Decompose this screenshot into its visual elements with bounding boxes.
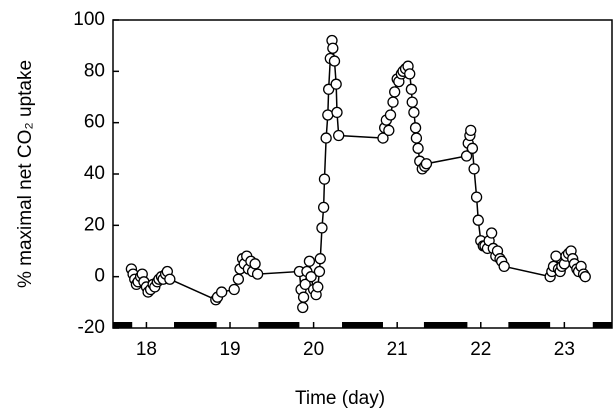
- plot-frame: [112, 19, 613, 329]
- data-point: [498, 260, 510, 273]
- dark-period: [423, 322, 468, 328]
- data-point: [216, 286, 228, 298]
- dark-period: [174, 322, 217, 328]
- data-point: [409, 122, 422, 134]
- data-point: [410, 132, 423, 144]
- data-point: [406, 96, 418, 108]
- data-point: [460, 150, 473, 162]
- data-point: [485, 227, 498, 239]
- data-point: [314, 253, 326, 265]
- data-point: [466, 142, 479, 154]
- y-tick-label: 80: [84, 60, 105, 81]
- data-point: [412, 142, 424, 154]
- data-point: [384, 109, 397, 121]
- data-point: [318, 173, 331, 185]
- data-point: [465, 124, 477, 137]
- x-tick-label: 21: [387, 339, 408, 360]
- data-point: [164, 273, 176, 285]
- x-tick-label: 23: [554, 339, 575, 360]
- data-point: [331, 106, 343, 119]
- dark-period: [508, 322, 551, 328]
- data-point: [317, 201, 330, 214]
- data-point: [468, 163, 480, 175]
- data-point: [249, 258, 261, 270]
- data-point: [405, 83, 418, 95]
- x-tick-label: 19: [219, 339, 240, 360]
- data-point: [579, 271, 591, 283]
- y-tick-label: 100: [73, 9, 105, 30]
- y-tick-label: 40: [84, 163, 105, 184]
- data-point: [333, 129, 345, 142]
- data-point: [408, 106, 420, 119]
- data-point: [550, 250, 562, 262]
- data-point: [251, 268, 264, 280]
- data-point: [297, 301, 309, 314]
- data-point: [470, 191, 483, 203]
- data-point: [322, 83, 335, 95]
- y-tick-label: 20: [84, 214, 105, 235]
- dark-period: [258, 322, 300, 328]
- x-tick-label: 18: [136, 339, 157, 360]
- data-point: [228, 283, 240, 296]
- data-point: [330, 78, 342, 90]
- y-tick-label: 0: [94, 266, 105, 287]
- data-point: [299, 278, 311, 291]
- data-point: [313, 265, 326, 278]
- y-tick-label: -20: [78, 317, 105, 338]
- dark-period: [113, 322, 133, 328]
- data-point: [297, 291, 310, 303]
- data-point: [472, 214, 484, 226]
- data-point: [420, 158, 433, 170]
- data-point: [387, 96, 399, 108]
- data-point: [305, 271, 317, 283]
- dark-period: [342, 322, 383, 328]
- x-tick-label: 20: [303, 339, 324, 360]
- data-point: [389, 86, 401, 98]
- data-point: [232, 273, 245, 285]
- y-axis-label: % maximal net CO₂ uptake: [15, 60, 36, 288]
- x-axis-label: Time (day): [295, 388, 385, 409]
- data-point: [322, 109, 334, 121]
- x-tick-label: 22: [470, 339, 491, 360]
- y-tick-label: 60: [84, 112, 105, 133]
- data-point: [320, 132, 332, 144]
- data-point: [328, 55, 341, 67]
- dark-period: [592, 322, 612, 328]
- data-point: [316, 222, 328, 234]
- data-point: [383, 124, 395, 137]
- data-point: [404, 68, 416, 80]
- series-line: [130, 40, 586, 308]
- data-point: [327, 42, 339, 54]
- data-point: [312, 281, 324, 293]
- data-point: [303, 255, 316, 267]
